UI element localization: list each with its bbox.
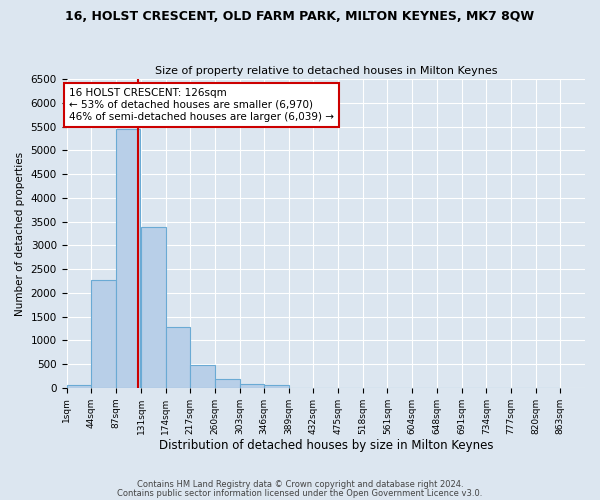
Bar	[190, 365, 215, 388]
Bar	[166, 326, 190, 388]
Bar	[91, 280, 116, 388]
Bar	[215, 378, 239, 388]
Text: Contains HM Land Registry data © Crown copyright and database right 2024.: Contains HM Land Registry data © Crown c…	[137, 480, 463, 489]
Bar	[264, 386, 289, 388]
Y-axis label: Number of detached properties: Number of detached properties	[15, 152, 25, 316]
Text: Contains public sector information licensed under the Open Government Licence v3: Contains public sector information licen…	[118, 490, 482, 498]
Text: 16 HOLST CRESCENT: 126sqm
← 53% of detached houses are smaller (6,970)
46% of se: 16 HOLST CRESCENT: 126sqm ← 53% of detac…	[69, 88, 334, 122]
X-axis label: Distribution of detached houses by size in Milton Keynes: Distribution of detached houses by size …	[158, 440, 493, 452]
Bar	[239, 384, 264, 388]
Text: 16, HOLST CRESCENT, OLD FARM PARK, MILTON KEYNES, MK7 8QW: 16, HOLST CRESCENT, OLD FARM PARK, MILTO…	[65, 10, 535, 23]
Bar	[141, 228, 166, 388]
Bar	[67, 385, 91, 388]
Title: Size of property relative to detached houses in Milton Keynes: Size of property relative to detached ho…	[155, 66, 497, 76]
Bar	[116, 130, 140, 388]
